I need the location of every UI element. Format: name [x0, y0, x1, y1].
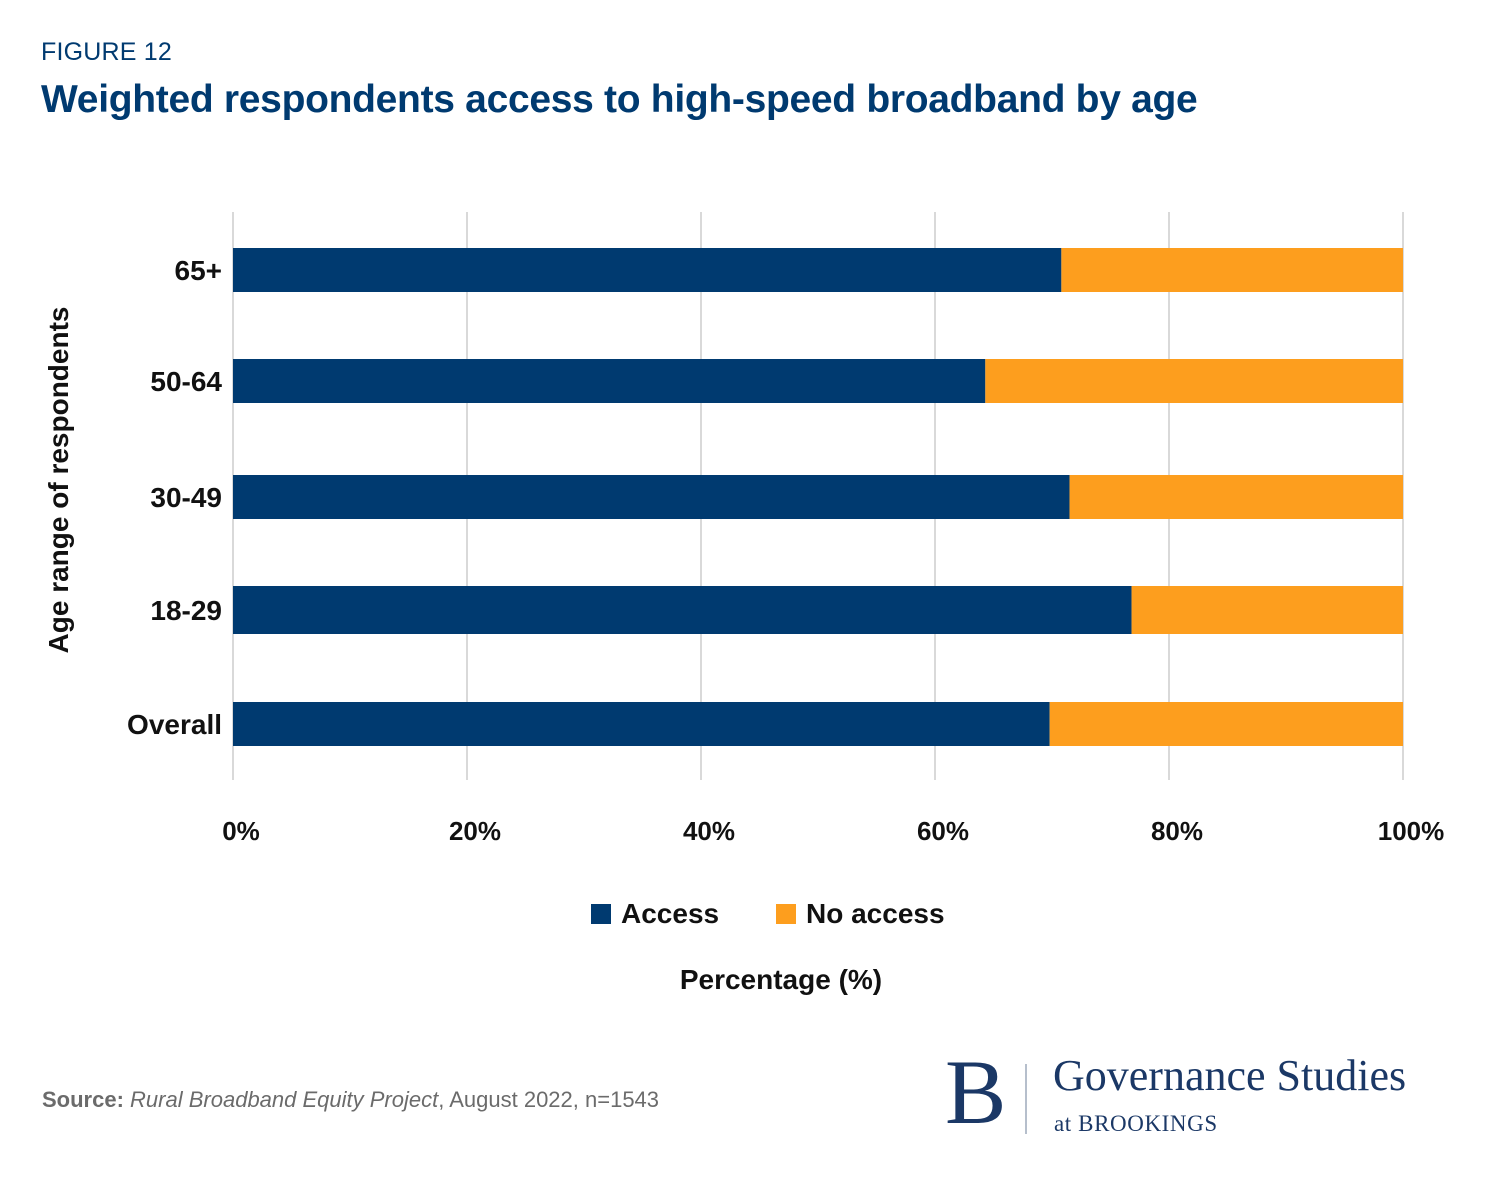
category-label: 50-64 [150, 366, 222, 397]
category-label: 65+ [175, 255, 223, 286]
logo-divider [1025, 1064, 1027, 1134]
category-label: 30-49 [150, 482, 222, 513]
bar-3049-no-access [1069, 475, 1403, 519]
brookings-logo: B Governance Studies at BROOKINGS [945, 1046, 1465, 1142]
bar-overall-no-access [1049, 702, 1403, 746]
bar-1829-no-access [1131, 586, 1403, 634]
bar-5064-no-access [985, 359, 1403, 403]
y-axis-title: Age range of respondents [43, 307, 74, 654]
bar-1829-access [233, 586, 1132, 634]
x-tick-label: 0% [222, 816, 260, 846]
logo-letter: B [945, 1041, 1007, 1143]
source-details: , August 2022, n=1543 [438, 1087, 660, 1112]
legend-swatch-no-access [776, 904, 796, 924]
stacked-bar-chart: 65+ 50-64 30-49 18-29 Overall 0% 20% 40% 60% 80%… [43, 212, 1444, 995]
x-tick-label: 20% [449, 816, 501, 846]
bar-3049-access [233, 475, 1070, 519]
bar-65-access [233, 248, 1062, 292]
x-axis-title: Percentage (%) [680, 964, 882, 995]
category-label: 18-29 [150, 595, 222, 626]
x-tick-labels: 0% 20% 40% 60% 80% 100% [222, 816, 1444, 846]
figure-label: FIGURE 12 [41, 38, 172, 66]
chart-title: Weighted respondents access to high-spee… [41, 78, 1198, 121]
logo-main-text: Governance Studies [1053, 1051, 1407, 1100]
legend: Access No access [591, 898, 945, 929]
legend-label-no-access: No access [806, 898, 945, 929]
source-note: Source: Rural Broadband Equity Project, … [42, 1087, 659, 1113]
x-tick-label: 40% [683, 816, 735, 846]
logo-sub-text: at BROOKINGS [1054, 1111, 1218, 1136]
legend-swatch-access [591, 904, 611, 924]
bar-overall-access [233, 702, 1050, 746]
source-label: Source: [42, 1087, 124, 1112]
bar-5064-access [233, 359, 986, 403]
x-tick-label: 100% [1378, 816, 1445, 846]
bars [233, 248, 1403, 746]
x-tick-label: 80% [1151, 816, 1203, 846]
category-labels: 65+ 50-64 30-49 18-29 Overall [127, 255, 222, 740]
legend-label-access: Access [621, 898, 719, 929]
source-title: Rural Broadband Equity Project [130, 1087, 439, 1112]
bar-65-no-access [1061, 248, 1403, 292]
category-label: Overall [127, 709, 222, 740]
x-tick-label: 60% [917, 816, 969, 846]
